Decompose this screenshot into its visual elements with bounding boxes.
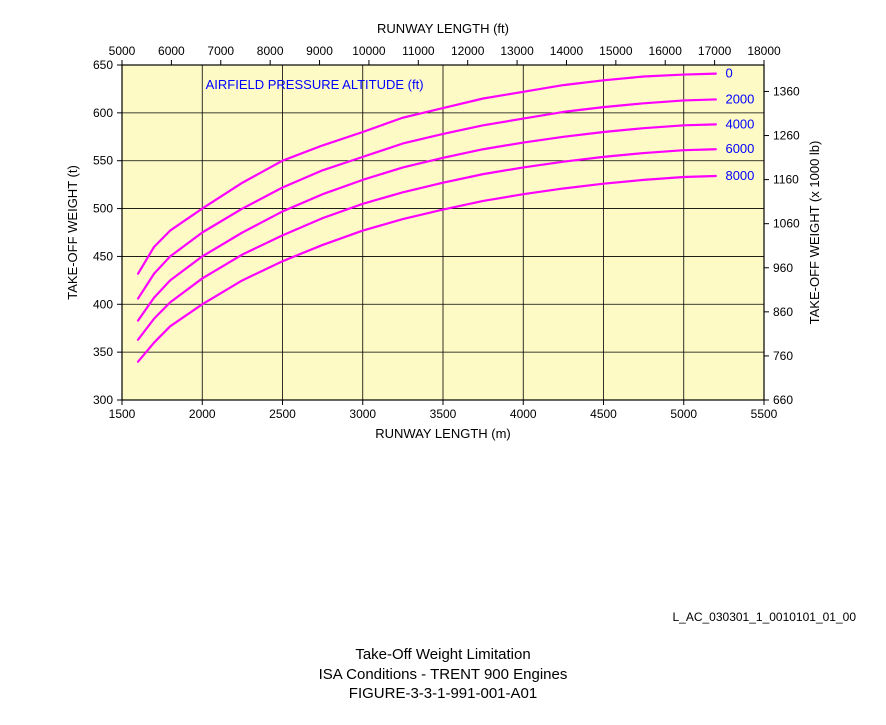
document-code: L_AC_030301_1_0010101_01_00 (672, 610, 856, 624)
tick-label-top: 14000 (550, 44, 584, 58)
page: 150020002500300035004000450050005500RUNW… (0, 0, 886, 725)
tick-label-right: 860 (773, 305, 793, 319)
tick-label-top: 8000 (257, 44, 284, 58)
tick-label-top: 13000 (500, 44, 534, 58)
tick-label-top: 15000 (599, 44, 633, 58)
tick-label-right: 1260 (773, 129, 800, 143)
tick-label-bottom: 4500 (590, 407, 617, 421)
tick-label-right: 1060 (773, 217, 800, 231)
x-axis-top-title: RUNWAY LENGTH (ft) (377, 21, 509, 36)
tick-label-top: 5000 (109, 44, 136, 58)
series-label: 4000 (725, 116, 754, 131)
tick-label-top: 12000 (451, 44, 485, 58)
caption-line-3: FIGURE-3-3-1-991-001-A01 (0, 684, 886, 704)
tick-label-top: 6000 (158, 44, 185, 58)
tick-label-right: 960 (773, 261, 793, 275)
tick-label-bottom: 5500 (751, 407, 778, 421)
tick-label-left: 450 (93, 249, 113, 263)
y-axis-right-title: TAKE-OFF WEIGHT (x 1000 lb) (807, 141, 822, 325)
tick-label-bottom: 2500 (269, 407, 296, 421)
tick-label-left: 650 (93, 58, 113, 72)
tick-label-bottom: 2000 (189, 407, 216, 421)
tick-label-top: 9000 (306, 44, 333, 58)
tick-label-top: 18000 (747, 44, 781, 58)
tick-label-bottom: 4000 (510, 407, 537, 421)
tick-label-right: 1360 (773, 84, 800, 98)
tick-label-top: 10000 (352, 44, 386, 58)
tick-label-top: 11000 (402, 44, 435, 58)
x-axis-bottom-title: RUNWAY LENGTH (m) (375, 426, 511, 441)
tick-label-right: 1160 (773, 173, 799, 187)
caption-block: Take-Off Weight Limitation ISA Condition… (0, 645, 886, 704)
altitude-title: AIRFIELD PRESSURE ALTITUDE (ft) (206, 77, 424, 92)
series-label: 2000 (725, 91, 754, 106)
tick-label-top: 16000 (649, 44, 683, 58)
tick-label-left: 550 (93, 154, 113, 168)
tick-label-right: 660 (773, 393, 793, 407)
tick-label-top: 7000 (207, 44, 234, 58)
tick-label-bottom: 3500 (430, 407, 457, 421)
caption-line-1: Take-Off Weight Limitation (0, 645, 886, 665)
tick-label-bottom: 1500 (109, 407, 136, 421)
series-label: 0 (725, 66, 732, 81)
tick-label-top: 17000 (698, 44, 732, 58)
tick-label-left: 300 (93, 393, 113, 407)
chart-svg: 150020002500300035004000450050005500RUNW… (50, 0, 836, 460)
chart-container: 150020002500300035004000450050005500RUNW… (50, 0, 836, 460)
tick-label-bottom: 5000 (670, 407, 697, 421)
series-label: 8000 (725, 168, 754, 183)
tick-label-bottom: 3000 (349, 407, 376, 421)
tick-label-left: 600 (93, 106, 113, 120)
tick-label-left: 400 (93, 297, 113, 311)
tick-label-left: 350 (93, 345, 113, 359)
tick-label-left: 500 (93, 202, 113, 216)
caption-line-2: ISA Conditions - TRENT 900 Engines (0, 665, 886, 685)
tick-label-right: 760 (773, 349, 793, 363)
y-axis-left-title: TAKE-OFF WEIGHT (t) (65, 165, 80, 300)
series-label: 6000 (725, 141, 754, 156)
